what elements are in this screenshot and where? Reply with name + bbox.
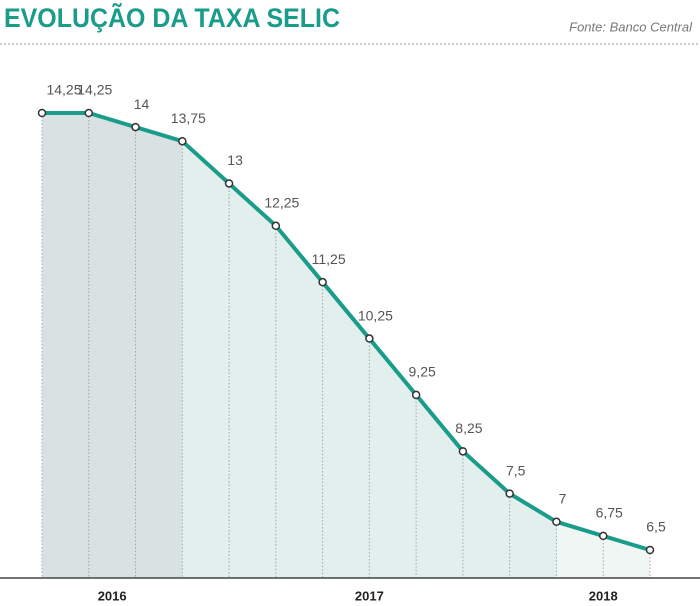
data-label: 9,25 [409,364,436,380]
marker [411,390,421,400]
year-label: 2017 [355,588,384,603]
marker [271,221,281,231]
marker [131,122,140,132]
data-label: 7 [559,491,567,507]
marker [365,334,374,343]
data-label: 8,25 [455,420,482,436]
data-label: 13,75 [171,110,206,126]
data-label: 6,5 [646,519,666,535]
year-label: 2018 [589,588,618,603]
marker [84,108,94,118]
chart-title: EVOLUÇÃO DA TAXA SELIC [4,2,340,33]
data-label: 11,25 [312,251,346,267]
data-label: 7,5 [506,462,526,478]
marker [318,277,327,287]
marker [178,136,187,146]
marker [505,489,514,498]
line [42,111,651,552]
marker [224,179,234,188]
data-label: 6,75 [596,505,623,521]
data-label: 14 [134,96,150,112]
marker [645,545,655,555]
year-label: 2016 [98,588,127,603]
marker [458,447,468,456]
data-label: 12,25 [264,194,299,210]
source: Fonte: Banco Central [569,19,693,34]
marker [552,517,561,527]
period-area [42,113,183,578]
data-label: 10,25 [358,307,393,323]
marker [598,531,608,541]
data-label: 14,25 [77,82,112,98]
data-label: 14,25 [46,82,81,98]
data-label: 13 [227,152,243,168]
marker [37,108,47,118]
